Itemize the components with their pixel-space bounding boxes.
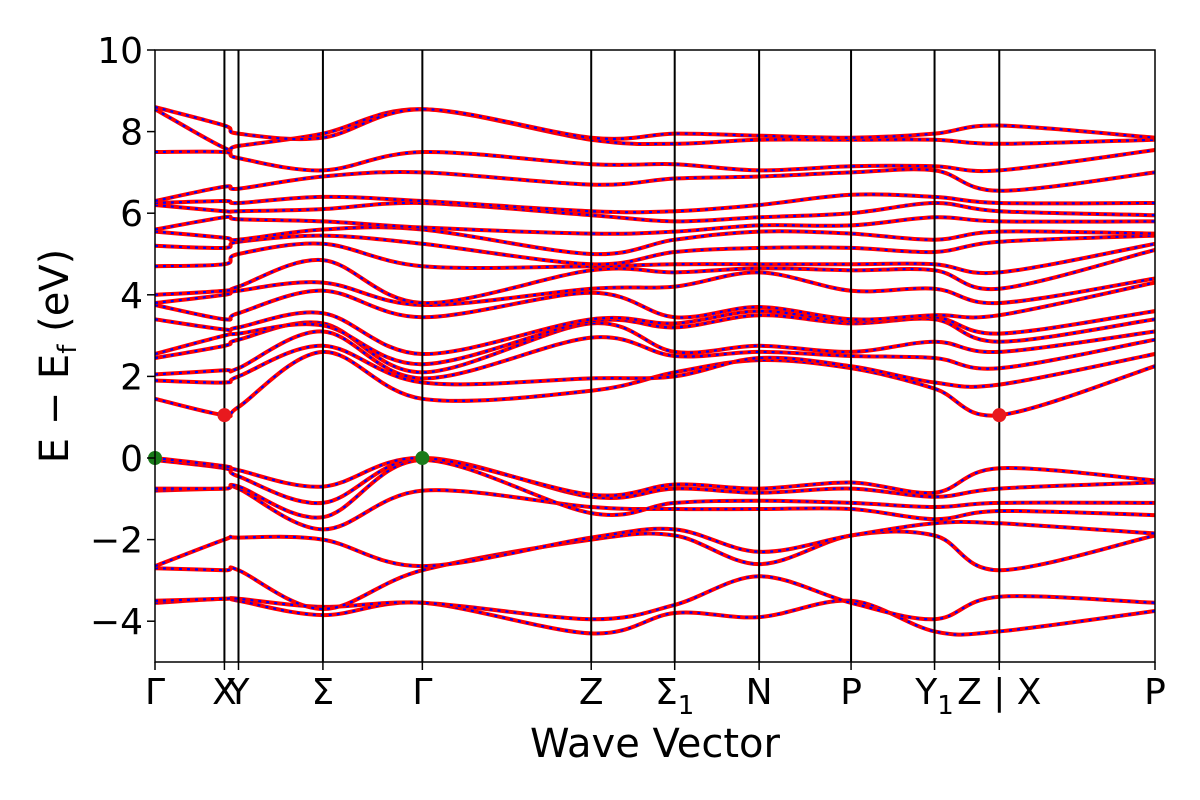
- x-tick-label-main-9: Y: [914, 672, 938, 713]
- band-down-19: [154, 226, 1156, 256]
- band-down-20: [154, 215, 1156, 235]
- band-down-26: [154, 106, 1156, 141]
- y-axis-ticks: −4 −2 0 2 4 6 8 10: [90, 31, 155, 643]
- x-tick-label-6: Σ1: [655, 672, 694, 721]
- y-axis-label: E − Ef (eV): [32, 249, 83, 464]
- band-down-6: [154, 456, 1156, 505]
- y-tick-label-7: 10: [97, 31, 143, 72]
- bands-layer: [154, 105, 1156, 637]
- y-tick-label-6: 8: [120, 113, 143, 154]
- x-tick-label-sub-6: 1: [678, 691, 695, 721]
- band-down-10: [154, 330, 1156, 380]
- x-tick-label-10: Z | X: [957, 672, 1041, 713]
- x-tick-label-main-2: Y: [226, 672, 250, 713]
- extremum-marker-1: [415, 451, 430, 465]
- y-tick-label-3: 2: [120, 357, 143, 398]
- extrema-markers: [148, 408, 1007, 465]
- band-down-8: [154, 350, 1156, 418]
- band-up-17: [154, 241, 1156, 276]
- x-tick-label-main-4: Γ: [412, 672, 432, 713]
- x-tick-label-5: Z: [579, 672, 604, 713]
- x-tick-label-2: Y: [226, 672, 250, 713]
- band-up-5: [154, 457, 1156, 520]
- band-up-14: [154, 280, 1156, 322]
- x-tick-label-3: Σ: [312, 672, 335, 713]
- extremum-marker-3: [992, 408, 1007, 423]
- x-tick-label-main-0: Γ: [145, 672, 165, 713]
- x-tick-label-main-3: Σ: [312, 672, 335, 713]
- x-tick-label-main-6: Σ: [655, 672, 678, 713]
- band-down-23: [154, 168, 1156, 203]
- band-up-24: [154, 148, 1156, 174]
- band-down-7: [154, 456, 1156, 497]
- band-up-16: [154, 247, 1156, 306]
- plot-frame: [154, 49, 1156, 663]
- band-down-21: [154, 201, 1156, 223]
- band-down-1: [154, 575, 1156, 621]
- extremum-marker-2: [217, 408, 232, 423]
- band-down-13: [154, 309, 1156, 356]
- band-down-12: [154, 314, 1156, 366]
- band-down-0: [154, 597, 1156, 636]
- x-tick-label-main-5: Z: [579, 672, 604, 713]
- x-tick-label-7: N: [746, 672, 773, 713]
- x-tick-label-sub-9: 1: [937, 691, 954, 721]
- x-axis-label: Wave Vector: [530, 721, 781, 767]
- band-down-3: [154, 520, 1156, 568]
- y-axis-label-main: E − E: [32, 354, 78, 464]
- band-down-9: [154, 344, 1156, 388]
- x-tick-label-1: X: [212, 672, 237, 713]
- band-down-22: [154, 193, 1156, 214]
- x-tick-label-main-1: X: [212, 672, 237, 713]
- y-axis-label-sub: f: [53, 344, 83, 354]
- x-tick-label-main-8: P: [840, 672, 862, 713]
- band-down-18: [154, 234, 1156, 266]
- kpoint-lines: [223, 50, 1001, 662]
- band-down-17: [154, 242, 1156, 275]
- y-tick-label-1: −2: [90, 521, 143, 562]
- band-down-15: [154, 271, 1156, 307]
- x-tick-label-11: P: [1144, 672, 1166, 713]
- y-axis-label-unit: (eV): [32, 249, 78, 345]
- x-tick-label-0: Γ: [145, 672, 165, 713]
- y-tick-label-2: 0: [120, 439, 143, 480]
- x-tick-label-main-11: P: [1144, 672, 1166, 713]
- x-tick-label-4: Γ: [412, 672, 432, 713]
- x-tick-label-8: P: [840, 672, 862, 713]
- y-tick-label-4: 4: [120, 276, 143, 317]
- x-tick-label-main-10: Z | X: [957, 672, 1041, 713]
- band-down-24: [154, 148, 1156, 173]
- y-tick-label-0: −4: [90, 602, 143, 643]
- band-down-16: [154, 248, 1156, 305]
- band-up-11: [154, 320, 1156, 375]
- band-up-6: [154, 455, 1156, 506]
- band-down-25: [154, 108, 1156, 152]
- y-tick-label-5: 6: [120, 194, 143, 235]
- band-down-4: [154, 484, 1156, 531]
- band-down-2: [154, 530, 1156, 611]
- x-tick-label-main-7: N: [746, 672, 773, 713]
- x-tick-label-9: Y1: [914, 672, 954, 721]
